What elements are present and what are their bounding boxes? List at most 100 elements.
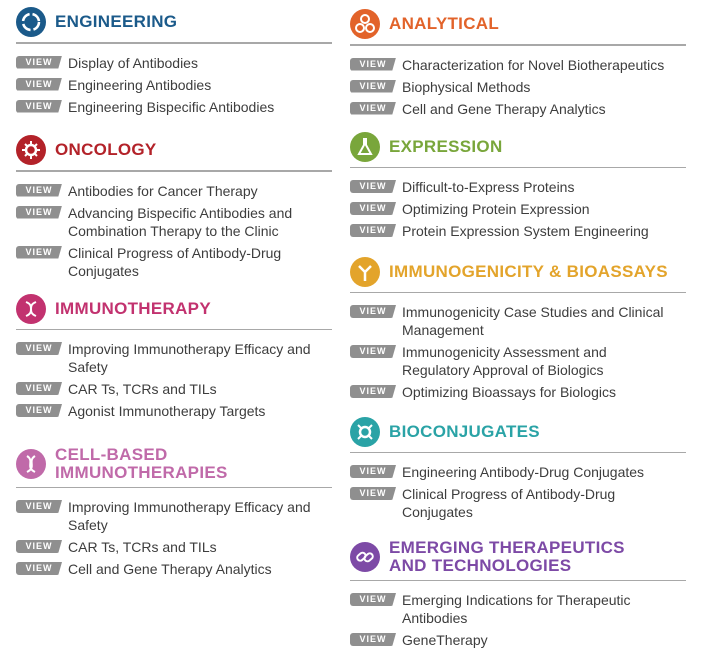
section-title: CELL-BASED IMMUNOTHERAPIES <box>55 446 255 482</box>
session-link[interactable]: Display of Antibodies <box>68 54 198 72</box>
section-cell-based-immunotherapies: CELL-BASED IMMUNOTHERAPIES VIEW Improvin… <box>16 446 332 593</box>
list-item[interactable]: VIEW Optimizing Protein Expression <box>350 200 686 218</box>
session-list: VIEW Characterization for Novel Biothera… <box>350 56 686 122</box>
view-button[interactable]: VIEW <box>16 246 62 259</box>
list-item[interactable]: VIEW Engineering Antibodies <box>16 76 332 94</box>
session-link[interactable]: Cell and Gene Therapy Analytics <box>402 100 606 118</box>
session-list: VIEW Display of Antibodies VIEW Engineer… <box>16 54 332 120</box>
section-title: ONCOLOGY <box>55 141 157 159</box>
session-link[interactable]: Cell and Gene Therapy Analytics <box>68 560 272 578</box>
dna-helix-icon <box>16 449 46 479</box>
session-link[interactable]: Advancing Bispecific Antibodies and Comb… <box>68 204 330 240</box>
session-link[interactable]: CAR Ts, TCRs and TILs <box>68 380 217 398</box>
view-button[interactable]: VIEW <box>350 305 396 318</box>
section-title: ANALYTICAL <box>389 15 499 33</box>
session-link[interactable]: Immunogenicity Assessment and Regulatory… <box>402 343 664 379</box>
right-column: ANALYTICAL VIEW Characterization for Nov… <box>350 9 686 663</box>
list-item[interactable]: VIEW Clinical Progress of Antibody-Drug … <box>16 244 332 280</box>
session-link[interactable]: Engineering Antibodies <box>68 76 211 94</box>
list-item[interactable]: VIEW Improving Immunotherapy Efficacy an… <box>16 340 332 376</box>
list-item[interactable]: VIEW Optimizing Bioassays for Biologics <box>350 383 686 401</box>
session-link[interactable]: Protein Expression System Engineering <box>402 222 649 240</box>
divider <box>16 329 332 331</box>
view-button[interactable]: VIEW <box>350 102 396 115</box>
list-item[interactable]: VIEW Clinical Progress of Antibody-Drug … <box>350 485 686 521</box>
session-link[interactable]: Engineering Bispecific Antibodies <box>68 98 274 116</box>
list-item[interactable]: VIEW Emerging Indications for Therapeuti… <box>350 591 686 627</box>
list-item[interactable]: VIEW Engineering Bispecific Antibodies <box>16 98 332 116</box>
session-link[interactable]: Optimizing Protein Expression <box>402 200 590 218</box>
list-item[interactable]: VIEW Cell and Gene Therapy Analytics <box>350 100 686 118</box>
view-button[interactable]: VIEW <box>16 562 62 575</box>
session-link[interactable]: CAR Ts, TCRs and TILs <box>68 538 217 556</box>
session-link[interactable]: Antibodies for Cancer Therapy <box>68 182 258 200</box>
session-list: VIEW Engineering Antibody-Drug Conjugate… <box>350 463 686 525</box>
section-title: BIOCONJUGATES <box>389 423 540 441</box>
view-button[interactable]: VIEW <box>16 500 62 513</box>
list-item[interactable]: VIEW Protein Expression System Engineeri… <box>350 222 686 240</box>
section-immunogenicity-bioassays: IMMUNOGENICITY & BIOASSAYS VIEW Immunoge… <box>350 257 686 417</box>
view-button[interactable]: VIEW <box>350 385 396 398</box>
view-button[interactable]: VIEW <box>16 56 62 69</box>
view-button[interactable]: VIEW <box>16 206 62 219</box>
list-item[interactable]: VIEW Cell and Gene Therapy Analytics <box>16 560 332 578</box>
session-link[interactable]: Characterization for Novel Biotherapeuti… <box>402 56 664 74</box>
list-item[interactable]: VIEW Immunogenicity Assessment and Regul… <box>350 343 686 379</box>
list-item[interactable]: VIEW Antibodies for Cancer Therapy <box>16 182 332 200</box>
list-item[interactable]: VIEW CAR Ts, TCRs and TILs <box>16 538 332 556</box>
list-item[interactable]: VIEW GeneTherapy <box>350 631 686 649</box>
section-expression: EXPRESSION VIEW Difficult-to-Express Pro… <box>350 132 686 257</box>
session-link[interactable]: Agonist Immunotherapy Targets <box>68 402 265 420</box>
list-item[interactable]: VIEW Characterization for Novel Biothera… <box>350 56 686 74</box>
view-button[interactable]: VIEW <box>350 345 396 358</box>
view-button[interactable]: VIEW <box>350 80 396 93</box>
section-title: EMERGING THERAPEUTICS AND TECHNOLOGIES <box>389 539 659 575</box>
view-button[interactable]: VIEW <box>16 78 62 91</box>
section-bioconjugates: BIOCONJUGATES VIEW Engineering Antibody-… <box>350 417 686 539</box>
view-button[interactable]: VIEW <box>350 465 396 478</box>
view-button[interactable]: VIEW <box>16 184 62 197</box>
list-item[interactable]: VIEW Biophysical Methods <box>350 78 686 96</box>
view-button[interactable]: VIEW <box>350 487 396 500</box>
list-item[interactable]: VIEW Engineering Antibody-Drug Conjugate… <box>350 463 686 481</box>
list-item[interactable]: VIEW Difficult-to-Express Proteins <box>350 178 686 196</box>
virus-cell-icon <box>16 135 46 165</box>
session-link[interactable]: Difficult-to-Express Proteins <box>402 178 574 196</box>
session-link[interactable]: Immunogenicity Case Studies and Clinical… <box>402 303 664 339</box>
session-link[interactable]: Clinical Progress of Antibody-Drug Conju… <box>68 244 330 280</box>
divider <box>16 42 332 44</box>
view-button[interactable]: VIEW <box>16 382 62 395</box>
view-button[interactable]: VIEW <box>350 202 396 215</box>
view-button[interactable]: VIEW <box>350 224 396 237</box>
view-button[interactable]: VIEW <box>350 58 396 71</box>
view-button[interactable]: VIEW <box>350 633 396 646</box>
section-header: EMERGING THERAPEUTICS AND TECHNOLOGIES <box>350 539 686 575</box>
section-header: CELL-BASED IMMUNOTHERAPIES <box>16 446 332 482</box>
session-list: VIEW Immunogenicity Case Studies and Cli… <box>350 303 686 405</box>
view-button[interactable]: VIEW <box>16 404 62 417</box>
list-item[interactable]: VIEW Immunogenicity Case Studies and Cli… <box>350 303 686 339</box>
view-button[interactable]: VIEW <box>16 100 62 113</box>
list-item[interactable]: VIEW Improving Immunotherapy Efficacy an… <box>16 498 332 534</box>
session-link[interactable]: Emerging Indications for Therapeutic Ant… <box>402 591 672 627</box>
list-item[interactable]: VIEW Advancing Bispecific Antibodies and… <box>16 204 332 240</box>
view-button[interactable]: VIEW <box>16 342 62 355</box>
session-link[interactable]: Improving Immunotherapy Efficacy and Saf… <box>68 498 330 534</box>
session-link[interactable]: Engineering Antibody-Drug Conjugates <box>402 463 644 481</box>
view-button[interactable]: VIEW <box>350 593 396 606</box>
session-link[interactable]: Optimizing Bioassays for Biologics <box>402 383 616 401</box>
view-button[interactable]: VIEW <box>350 180 396 193</box>
list-item[interactable]: VIEW CAR Ts, TCRs and TILs <box>16 380 332 398</box>
view-button[interactable]: VIEW <box>16 540 62 553</box>
section-header: IMMUNOGENICITY & BIOASSAYS <box>350 257 686 287</box>
session-link[interactable]: Clinical Progress of Antibody-Drug Conju… <box>402 485 682 521</box>
session-link[interactable]: Biophysical Methods <box>402 78 530 96</box>
section-header: BIOCONJUGATES <box>350 417 686 447</box>
list-item[interactable]: VIEW Display of Antibodies <box>16 54 332 72</box>
session-link[interactable]: GeneTherapy <box>402 631 488 649</box>
session-list: VIEW Emerging Indications for Therapeuti… <box>350 591 686 653</box>
session-list: VIEW Antibodies for Cancer Therapy VIEW … <box>16 182 332 284</box>
list-item[interactable]: VIEW Agonist Immunotherapy Targets <box>16 402 332 420</box>
session-link[interactable]: Improving Immunotherapy Efficacy and Saf… <box>68 340 330 376</box>
left-column: ENGINEERING VIEW Display of Antibodies V… <box>16 7 332 592</box>
